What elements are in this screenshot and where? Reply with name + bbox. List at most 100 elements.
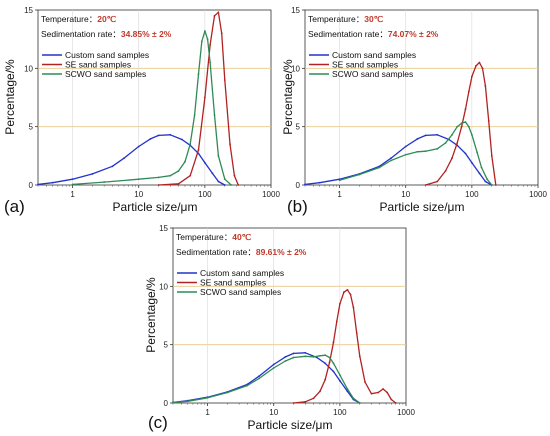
data-point: [346, 288, 349, 291]
legend-entry: SCWO sand samples: [200, 287, 281, 297]
data-point: [304, 400, 307, 403]
data-point: [181, 138, 183, 141]
temperature-label: Temperature：: [41, 14, 97, 24]
data-point: [456, 142, 459, 144]
data-point: [284, 360, 287, 362]
temperature-annotation: Temperature：20℃: [41, 14, 117, 24]
data-point: [312, 356, 315, 358]
data-point: [338, 179, 341, 182]
data-point: [209, 61, 211, 64]
y-tick-label: 15: [291, 6, 300, 15]
sedimentation-annotation: Sedimentation rate：74.07% ± 2%: [308, 29, 439, 39]
data-point: [467, 90, 470, 93]
temperature-annotation: Temperature：30℃: [308, 14, 384, 24]
data-point: [157, 176, 160, 179]
data-point: [394, 402, 397, 404]
data-point: [213, 14, 216, 17]
panel-label: (b): [287, 197, 308, 216]
rate-label: Sedimentation rate：: [41, 29, 121, 39]
legend-entry: Custom sand samples: [200, 268, 284, 278]
data-point: [358, 173, 361, 176]
series-line-2: [425, 61, 497, 186]
legend-entry: SCWO sand samples: [332, 69, 413, 79]
x-axis-label: Particle size/μm: [113, 200, 198, 214]
data-point: [436, 133, 439, 136]
data-point: [272, 363, 275, 366]
y-tick-label: 10: [159, 282, 168, 291]
data-point: [451, 133, 453, 136]
data-point: [318, 181, 321, 184]
data-point: [324, 362, 327, 365]
x-tick-label: 1: [337, 190, 342, 199]
data-point: [172, 401, 174, 404]
data-point: [390, 159, 392, 162]
rate-value: 74.07% ± 2%: [388, 29, 439, 39]
data-point: [328, 361, 331, 364]
panel-label: (c): [148, 413, 168, 432]
data-point: [71, 178, 74, 181]
data-point: [319, 354, 321, 357]
data-point: [404, 153, 407, 156]
x-tick-label: 1000: [397, 408, 415, 417]
legend-entry: SE sand samples: [65, 60, 131, 70]
data-point: [451, 157, 453, 160]
temperature-value: 40℃: [232, 232, 251, 242]
chart-panel-3: 0 5 10 15 1 10 100 1000 Temperature：40℃ Sedimenta…: [144, 224, 415, 432]
data-point: [206, 38, 209, 41]
data-point: [217, 11, 220, 14]
data-point: [338, 374, 341, 376]
x-tick-label: 1000: [262, 190, 280, 199]
x-axis-label: Particle size/μm: [248, 418, 333, 432]
data-point: [474, 65, 477, 67]
data-point: [217, 180, 220, 183]
data-point: [404, 145, 407, 148]
data-point: [424, 150, 427, 153]
data-point: [200, 40, 203, 43]
data-point: [332, 341, 335, 344]
y-tick-label: 0: [296, 181, 301, 190]
data-point: [292, 352, 295, 355]
y-tick-label: 0: [29, 181, 34, 190]
y-tick-label: 5: [296, 123, 301, 132]
data-point: [352, 397, 355, 400]
legend-entry: SE sand samples: [332, 60, 398, 70]
data-point: [258, 377, 260, 380]
data-point: [206, 396, 209, 399]
data-point: [229, 143, 231, 146]
data-point: [464, 108, 467, 111]
data-point: [390, 398, 393, 401]
x-axis-label: Particle size/μm: [380, 200, 465, 214]
data-point: [193, 114, 196, 116]
y-tick-label: 5: [164, 341, 169, 350]
x-tick-label: 10: [401, 190, 410, 199]
data-point: [197, 73, 200, 76]
y-tick-label: 0: [164, 399, 169, 408]
data-point: [203, 30, 206, 32]
data-point: [157, 184, 160, 186]
y-axis-label: Percentage/%: [281, 59, 295, 135]
data-point: [71, 183, 74, 186]
data-point: [358, 402, 361, 404]
data-point: [189, 143, 192, 146]
data-point: [272, 367, 275, 369]
data-point: [37, 183, 39, 186]
data-point: [91, 173, 94, 175]
series-line-3: [72, 30, 232, 186]
data-point: [436, 180, 439, 183]
sedimentation-annotation: Sedimentation rate：89.61% ± 2%: [176, 247, 307, 257]
rate-value: 89.61% ± 2%: [256, 247, 307, 257]
data-point: [460, 125, 463, 128]
data-point: [390, 157, 392, 160]
data-point: [324, 354, 327, 357]
data-point: [494, 184, 497, 186]
data-point: [416, 150, 419, 153]
legend-entry: SCWO sand samples: [65, 69, 146, 79]
data-point: [342, 291, 345, 294]
data-point: [355, 332, 358, 334]
data-point: [184, 160, 186, 163]
data-point: [169, 133, 172, 136]
data-point: [364, 381, 366, 383]
data-point: [416, 138, 419, 140]
temperature-label: Temperature：: [176, 232, 232, 242]
data-point: [233, 174, 236, 177]
